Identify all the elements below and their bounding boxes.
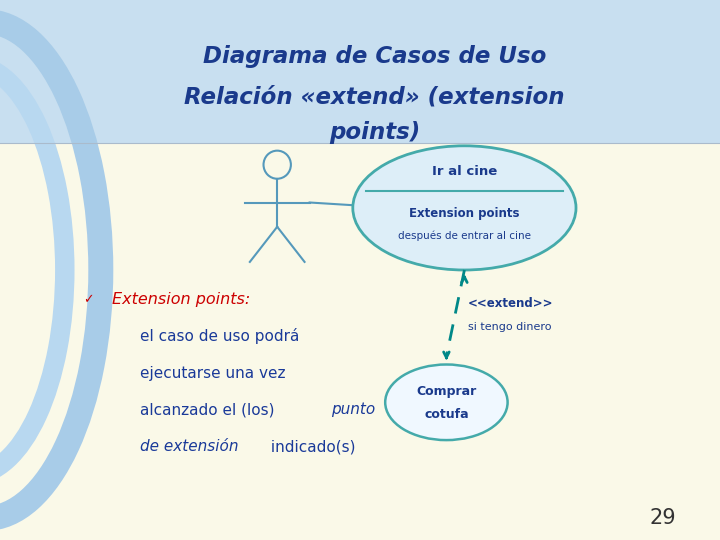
Text: punto: punto xyxy=(331,402,375,417)
Text: <<extend>>: <<extend>> xyxy=(468,297,554,310)
Text: Relación «extend» (extension: Relación «extend» (extension xyxy=(184,86,564,109)
Text: Diagrama de Casos de Uso: Diagrama de Casos de Uso xyxy=(203,45,546,68)
Text: 29: 29 xyxy=(649,508,675,529)
Text: Ir al cine: Ir al cine xyxy=(432,165,497,178)
Text: de extensión: de extensión xyxy=(140,439,239,454)
Text: Extension points:: Extension points: xyxy=(112,292,250,307)
Text: después de entrar al cine: después de entrar al cine xyxy=(398,231,531,241)
Text: cotufa: cotufa xyxy=(424,408,469,421)
FancyBboxPatch shape xyxy=(0,0,720,143)
Text: si tengo dinero: si tengo dinero xyxy=(468,322,552,332)
Text: ✓: ✓ xyxy=(83,293,94,306)
Ellipse shape xyxy=(353,146,576,270)
Text: ejecutarse una vez: ejecutarse una vez xyxy=(140,366,286,381)
Text: Comprar: Comprar xyxy=(416,385,477,398)
Text: Extension points: Extension points xyxy=(409,207,520,220)
Text: indicado(s): indicado(s) xyxy=(266,439,356,454)
Text: el caso de uso podrá: el caso de uso podrá xyxy=(140,328,300,345)
Text: alcanzado el (los): alcanzado el (los) xyxy=(140,402,280,417)
Text: points): points) xyxy=(329,121,420,144)
Ellipse shape xyxy=(385,364,508,440)
